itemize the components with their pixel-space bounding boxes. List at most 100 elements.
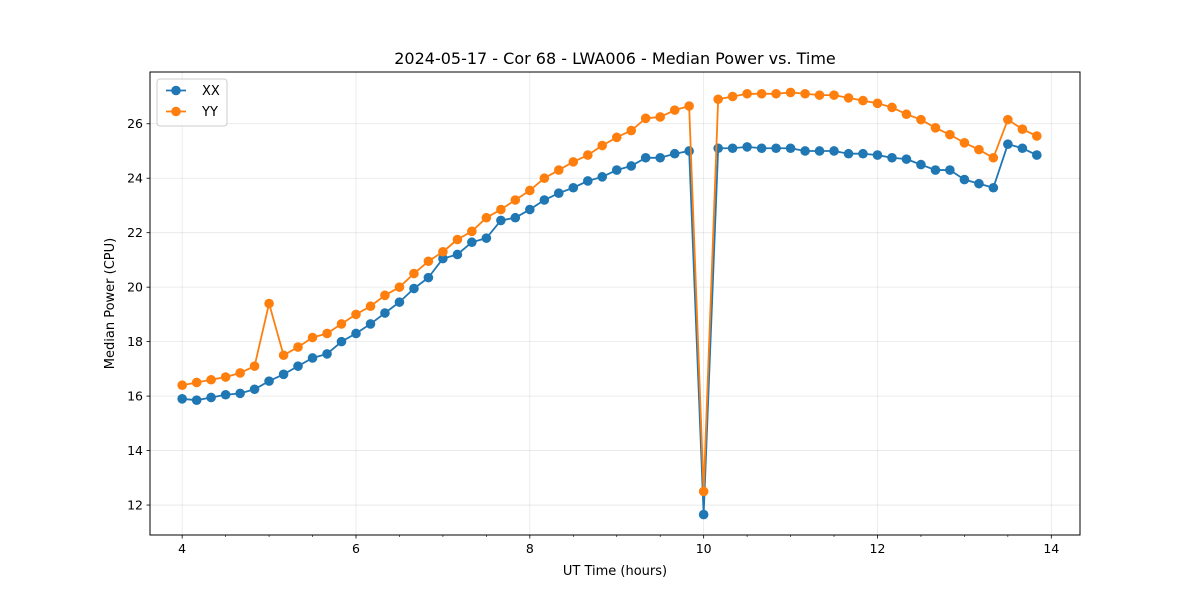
data-point-yy (336, 319, 347, 329)
y-tick-label: 26 (127, 116, 143, 131)
data-point-xx (481, 233, 492, 243)
data-point-xx (467, 237, 477, 248)
data-point-xx (351, 328, 361, 339)
data-point-yy (307, 332, 318, 343)
data-point-xx (278, 369, 289, 380)
data-point-xx (510, 212, 521, 223)
series-xx (177, 139, 1042, 520)
legend-marker-xx (171, 85, 181, 96)
data-point-xx (307, 353, 318, 363)
data-point-xx (887, 152, 897, 163)
data-point-xx (293, 361, 303, 371)
data-point-yy (1017, 124, 1028, 134)
data-point-xx (264, 376, 274, 386)
data-point-xx (206, 392, 216, 403)
data-point-xx (858, 148, 868, 159)
data-point-yy (264, 298, 274, 309)
data-point-yy (814, 90, 825, 100)
x-tick-label: 12 (870, 541, 886, 556)
data-point-xx (901, 154, 912, 164)
data-point-xx (322, 349, 332, 359)
data-point-yy (452, 234, 463, 245)
data-point-yy (611, 132, 622, 143)
legend: XX YY (156, 78, 228, 127)
data-point-yy (525, 185, 535, 196)
data-point-xx (409, 283, 419, 294)
y-tick-label: 12 (127, 498, 143, 513)
data-point-yy (698, 486, 709, 497)
data-point-yy (177, 380, 187, 391)
data-point-yy (930, 123, 941, 133)
series-layer (177, 87, 1042, 520)
y-tick-label: 14 (127, 443, 143, 458)
data-point-xx (611, 165, 622, 175)
data-point-xx (800, 146, 810, 156)
data-point-yy (553, 165, 564, 175)
y-tick-label: 22 (127, 225, 143, 240)
data-point-yy (583, 150, 593, 160)
y-tick-label: 18 (127, 334, 143, 349)
data-point-xx (684, 146, 694, 156)
data-point-yy (481, 212, 492, 223)
data-point-xx (553, 188, 564, 198)
data-point-yy (887, 102, 897, 113)
data-point-yy (756, 88, 767, 99)
data-point-yy (568, 157, 579, 167)
data-point-yy (858, 95, 868, 106)
data-point-yy (785, 87, 796, 98)
data-point-xx (583, 176, 593, 186)
data-point-yy (220, 372, 231, 382)
data-point-xx (785, 143, 796, 154)
data-point-yy (626, 125, 637, 136)
data-point-yy (916, 114, 926, 125)
data-point-yy (409, 268, 419, 279)
data-point-yy (800, 88, 810, 99)
data-point-xx (568, 182, 579, 193)
data-point-yy (423, 256, 434, 267)
data-point-xx (191, 395, 202, 405)
y-tick-label: 24 (127, 171, 143, 186)
data-point-xx (365, 319, 376, 329)
x-axis-label: UT Time (hours) (563, 564, 667, 579)
data-point-yy (322, 328, 332, 339)
data-point-xx (496, 215, 506, 226)
data-point-yy (1003, 114, 1013, 125)
data-point-yy (249, 361, 260, 371)
data-point-xx (742, 142, 752, 152)
data-point-xx (814, 146, 825, 156)
legend-label-xx: XX (202, 84, 220, 99)
data-point-yy (496, 204, 506, 215)
data-point-yy (394, 282, 405, 292)
data-point-yy (771, 88, 781, 99)
series-yy (177, 87, 1042, 497)
data-point-xx (597, 172, 608, 182)
data-point-yy (684, 101, 694, 111)
data-point-yy (467, 226, 477, 237)
y-tick-label: 16 (127, 389, 143, 404)
data-point-yy (974, 144, 984, 155)
data-point-xx (235, 388, 245, 399)
data-point-yy (539, 173, 550, 184)
data-point-xx (655, 152, 665, 163)
x-tick-label: 10 (696, 541, 712, 556)
data-point-xx (916, 159, 926, 170)
data-point-xx (423, 272, 434, 283)
data-point-xx (829, 146, 839, 156)
data-point-yy (438, 246, 448, 257)
data-point-yy (655, 112, 665, 122)
data-point-xx (771, 143, 781, 154)
data-point-xx (843, 148, 854, 159)
data-point-yy (843, 93, 854, 103)
data-point-yy (351, 309, 361, 320)
data-point-yy (365, 301, 376, 312)
data-point-yy (901, 109, 912, 120)
data-point-yy (727, 91, 738, 102)
data-point-yy (597, 140, 608, 151)
data-point-xx (640, 152, 651, 163)
data-point-xx (438, 253, 448, 264)
data-point-xx (669, 148, 680, 159)
data-point-yy (293, 342, 303, 352)
x-tick-label: 4 (178, 541, 186, 556)
data-point-xx (525, 204, 535, 215)
